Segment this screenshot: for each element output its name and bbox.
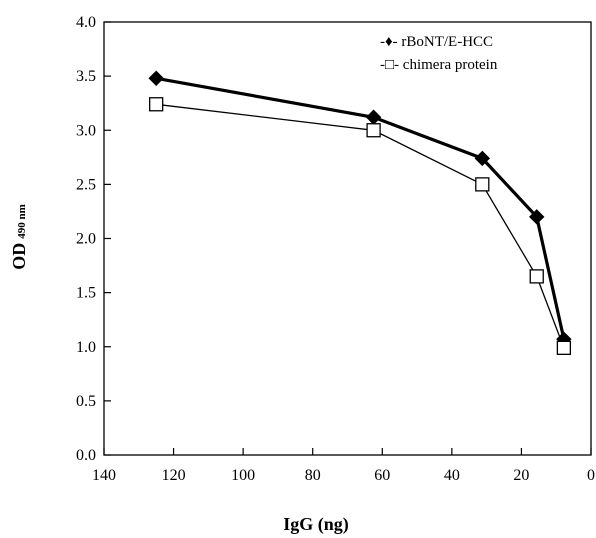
y-tick-label: 2.0 (76, 231, 96, 248)
series-rbont (148, 70, 572, 347)
y-axis-title-main: OD (9, 243, 29, 270)
data-point-square (475, 177, 490, 192)
data-point-square (149, 97, 164, 112)
data-point-square (366, 123, 381, 138)
x-tick-label: 100 (231, 467, 255, 484)
y-axis-title: OD 490 nm (9, 204, 29, 270)
y-tick-label: 3.5 (76, 68, 96, 85)
series-line (156, 103, 565, 349)
series-chimera (149, 97, 572, 355)
y-axis-title-sub: 490 nm (16, 204, 28, 239)
plot-frame (103, 21, 592, 456)
y-tick-label: 1.5 (76, 285, 96, 302)
data-point-square (529, 269, 544, 284)
series-layer (148, 70, 572, 355)
x-tick-label: 120 (162, 467, 186, 484)
legend-item-rbont: -♦- rBoNT/E-HCC (380, 34, 493, 50)
axes (103, 21, 592, 456)
y-tick-label: 0.0 (76, 447, 96, 464)
series-line (155, 76, 566, 340)
data-point-square (556, 340, 572, 355)
x-tick-label: 80 (305, 467, 321, 484)
data-point-diamond (474, 150, 491, 167)
y-tick-label: 1.0 (76, 339, 96, 356)
data-point-diamond (529, 209, 545, 225)
legend-item-chimera: -□- chimera protein (380, 57, 498, 73)
y-tick-label: 4.0 (76, 14, 96, 31)
y-tick-label: 0.5 (76, 393, 96, 410)
y-tick-label: 3.0 (76, 122, 96, 139)
legend: -♦- rBoNT/E-HCC -□- chimera protein (380, 34, 498, 73)
x-tick-label: 40 (444, 467, 460, 484)
data-point-diamond (148, 70, 164, 86)
x-tick-label: 140 (92, 467, 116, 484)
x-tick-label: 60 (374, 467, 390, 484)
data-point-diamond (365, 109, 382, 125)
x-tick-label: 0 (587, 467, 595, 484)
ticks: 0.0 0.5 1.0 1.5 2.0 2.5 3.0 3.5 4.0 140 120 100 80 60… (76, 14, 595, 484)
y-tick-label: 2.5 (76, 176, 96, 193)
x-tick-label: 20 (513, 467, 529, 484)
x-axis-title: IgG (ng) (283, 514, 349, 535)
